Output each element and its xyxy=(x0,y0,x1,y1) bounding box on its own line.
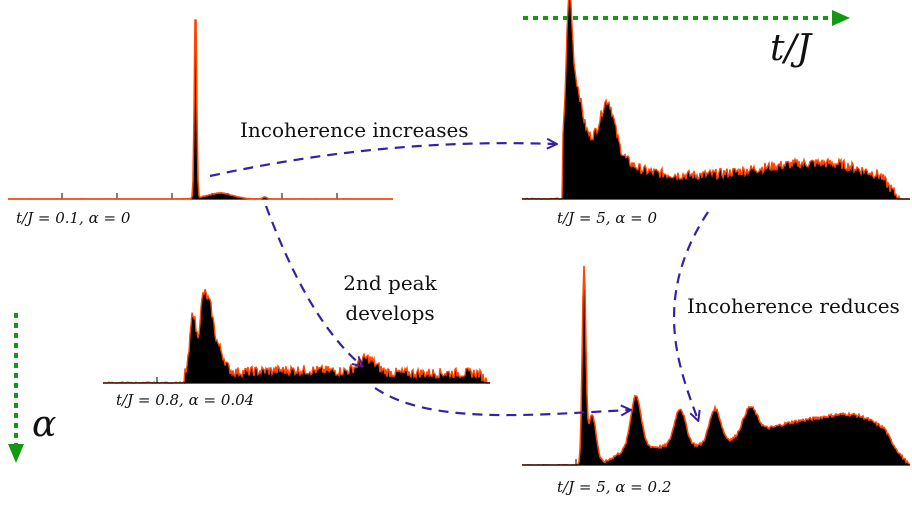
panel-1-outline xyxy=(8,19,393,200)
alpha-axis-label: α xyxy=(32,404,57,445)
panel-3-spectrum xyxy=(103,288,491,385)
arrow-incoherence-reduces xyxy=(672,211,709,420)
panel-4-ticks xyxy=(575,459,852,465)
incoherence-increases-label: Incoherence increases xyxy=(240,118,469,142)
alpha-axis-arrow xyxy=(8,313,24,463)
incoherence-reduces-label: Incoherence reduces xyxy=(687,294,900,318)
second-peak-line-1: 2nd peak xyxy=(343,271,437,295)
panel-1-caption: t/J = 0.1, α = 0 xyxy=(16,209,131,227)
arrow-second-peak xyxy=(264,205,362,366)
panel-2-caption: t/J = 5, α = 0 xyxy=(557,209,658,227)
arrow-peak-to-panel-4 xyxy=(374,387,630,415)
panel-4-caption: t/J = 5, α = 0.2 xyxy=(557,478,672,496)
panel-3-fill xyxy=(103,289,490,383)
panel-1-spectrum xyxy=(8,19,393,200)
panel-3-ticks xyxy=(156,377,433,383)
arrow-incoherence-increases xyxy=(209,143,556,178)
panel-4-spectrum xyxy=(522,265,911,466)
panel-1-fill xyxy=(8,20,393,199)
second-peak-label: 2nd peak develops xyxy=(330,268,450,328)
panel-4-fill xyxy=(522,265,910,465)
panel-2-spectrum xyxy=(521,0,910,201)
panel-2-fill xyxy=(522,0,910,199)
time-axis-arrow xyxy=(523,10,850,26)
panel-4-outline xyxy=(522,265,911,466)
second-peak-line-2: develops xyxy=(345,301,435,325)
panel-2-outline xyxy=(521,0,910,201)
panel-3-caption: t/J = 0.8, α = 0.04 xyxy=(116,391,255,409)
time-axis-label: t/J xyxy=(770,28,812,69)
